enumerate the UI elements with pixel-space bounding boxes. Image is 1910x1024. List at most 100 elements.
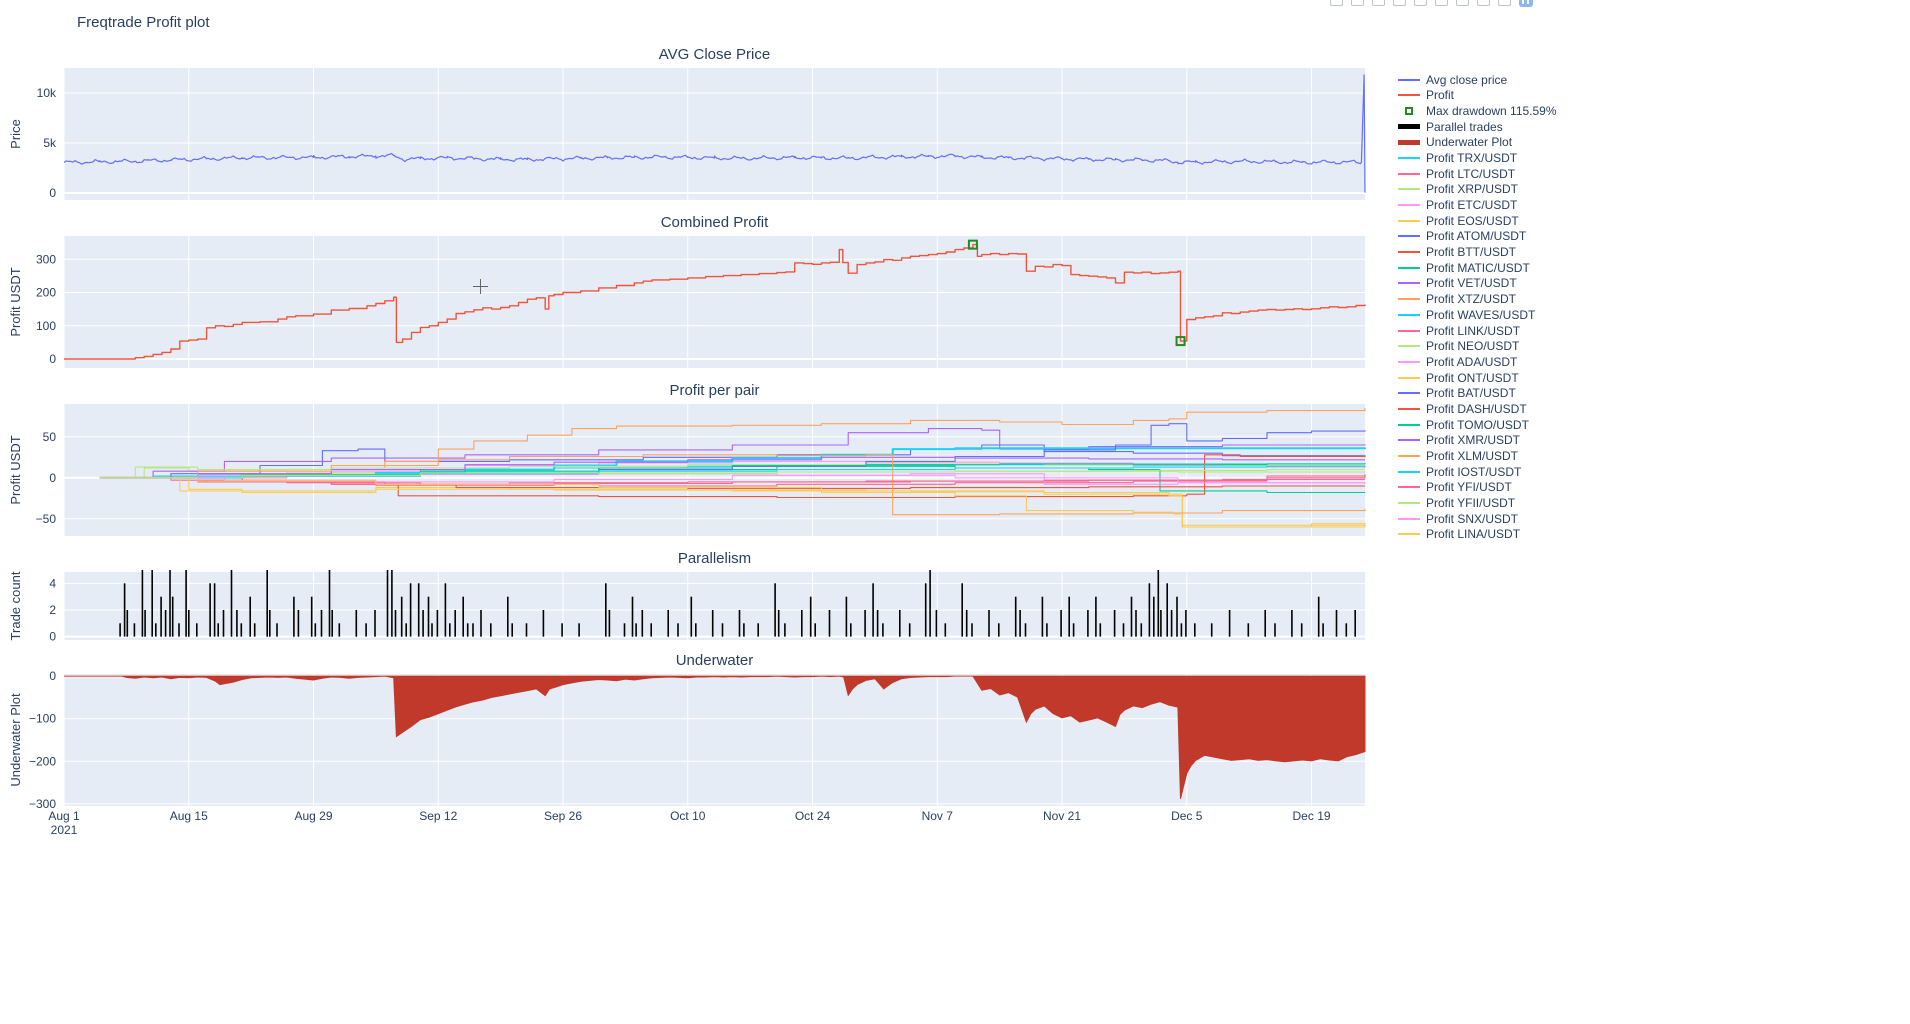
trade-count-bar[interactable]: [757, 623, 759, 637]
trade-count-bar[interactable]: [1148, 583, 1151, 637]
legend-item[interactable]: Profit IOST/USDT: [1398, 465, 1578, 479]
legend-item[interactable]: Profit XMR/USDT: [1398, 433, 1578, 447]
legend-item[interactable]: Max drawdown 115.59%: [1398, 104, 1578, 118]
trade-count-bar[interactable]: [1264, 610, 1266, 637]
trade-count-bar[interactable]: [133, 623, 136, 637]
trade-count-bar[interactable]: [721, 623, 724, 637]
trade-count-bar[interactable]: [935, 610, 938, 637]
trade-count-bar[interactable]: [472, 623, 474, 637]
legend-item[interactable]: Profit ATOM/USDT: [1398, 229, 1578, 243]
trade-count-bar[interactable]: [961, 583, 963, 637]
trade-count-bar[interactable]: [178, 623, 180, 637]
trade-count-bar[interactable]: [738, 610, 741, 637]
trade-count-bar[interactable]: [882, 623, 884, 637]
legend-item[interactable]: Profit YFII/USDT: [1398, 496, 1578, 510]
modebar-button-camera-icon[interactable]: [1330, 0, 1343, 6]
subplot-combined_profit[interactable]: 0 100 200 300 Profit USDT Combined Profit: [8, 214, 1366, 368]
trade-count-bar[interactable]: [236, 610, 238, 637]
trade-count-bar[interactable]: [1095, 596, 1097, 637]
modebar-button-autoscale-icon[interactable]: [1477, 0, 1490, 6]
trade-count-bar[interactable]: [809, 596, 812, 637]
trade-count-bar[interactable]: [462, 596, 464, 637]
trade-count-bar[interactable]: [310, 596, 313, 637]
trade-count-bar[interactable]: [320, 610, 323, 637]
trade-count-bar[interactable]: [417, 583, 420, 637]
trade-count-bar[interactable]: [774, 583, 776, 637]
trade-count-bar[interactable]: [269, 610, 271, 637]
trade-count-bar[interactable]: [185, 570, 187, 637]
legend-item[interactable]: Profit TOMO/USDT: [1398, 418, 1578, 432]
trade-count-bar[interactable]: [1194, 623, 1196, 637]
trade-count-bar[interactable]: [631, 596, 634, 637]
trade-count-bar[interactable]: [1140, 623, 1143, 637]
trade-count-bar[interactable]: [1274, 623, 1276, 637]
legend-item[interactable]: Profit BAT/USDT: [1398, 386, 1578, 400]
modebar-button-reset-axes-icon[interactable]: [1498, 0, 1511, 6]
legend-item[interactable]: Profit YFI/USDT: [1398, 480, 1578, 494]
plot-background[interactable]: [64, 572, 1365, 640]
trade-count-bar[interactable]: [1087, 610, 1089, 637]
trade-count-bar[interactable]: [1024, 623, 1027, 637]
legend-item[interactable]: Avg close price: [1398, 73, 1578, 87]
trade-count-bar[interactable]: [1317, 596, 1320, 637]
trade-count-bar[interactable]: [1068, 596, 1070, 637]
plot-background[interactable]: [64, 68, 1365, 200]
trade-count-bar[interactable]: [164, 610, 167, 637]
subplot-avg_close_price[interactable]: 0 5k 10k Price AVG Close Price: [8, 46, 1366, 200]
modebar-button-zoom-icon[interactable]: [1351, 0, 1364, 6]
legend-item[interactable]: Profit LINK/USDT: [1398, 324, 1578, 338]
series-profit-ont-usdt[interactable]: [99, 477, 1366, 528]
trade-count-bar[interactable]: [1160, 610, 1162, 637]
trade-count-bar[interactable]: [635, 623, 637, 637]
legend-item[interactable]: Profit ONT/USDT: [1398, 371, 1578, 385]
trade-count-bar[interactable]: [436, 610, 439, 637]
trade-count-bar[interactable]: [196, 623, 198, 637]
legend-item[interactable]: Profit SNX/USDT: [1398, 512, 1578, 526]
legend-item[interactable]: Profit ADA/USDT: [1398, 355, 1578, 369]
trade-count-bar[interactable]: [1019, 610, 1021, 637]
trade-count-bar[interactable]: [929, 570, 931, 637]
trade-count-bar[interactable]: [391, 570, 393, 637]
trade-count-bar[interactable]: [394, 610, 397, 637]
trade-count-bar[interactable]: [1135, 610, 1137, 637]
trade-count-bar[interactable]: [331, 610, 333, 637]
trade-count-bar[interactable]: [151, 570, 153, 637]
trade-count-bar[interactable]: [374, 610, 376, 637]
trade-count-bar[interactable]: [1335, 610, 1338, 637]
legend-item[interactable]: Profit TRX/USDT: [1398, 151, 1578, 165]
trade-count-bar[interactable]: [155, 623, 157, 637]
trade-count-bar[interactable]: [119, 623, 121, 637]
trade-count-bar[interactable]: [409, 583, 412, 637]
subplot-parallelism[interactable]: 0 2 4 Trade count Parallelism: [8, 550, 1365, 644]
trade-count-bar[interactable]: [230, 570, 233, 637]
trade-count-bar[interactable]: [293, 596, 295, 637]
trade-count-bar[interactable]: [650, 623, 652, 637]
trade-count-bar[interactable]: [845, 596, 848, 637]
trade-count-bar[interactable]: [1228, 610, 1231, 637]
trade-count-bar[interactable]: [400, 596, 403, 637]
legend-item[interactable]: Profit DASH/USDT: [1398, 402, 1578, 416]
trade-count-bar[interactable]: [454, 610, 456, 637]
legend-item[interactable]: Profit EOS/USDT: [1398, 214, 1578, 228]
trade-count-bar[interactable]: [171, 596, 174, 637]
trade-count-bar[interactable]: [444, 583, 447, 637]
trade-count-bar[interactable]: [1291, 610, 1293, 637]
modebar-button-lasso-select-icon[interactable]: [1414, 0, 1427, 6]
trade-count-bar[interactable]: [677, 623, 679, 637]
modebar-button-zoom-in-icon[interactable]: [1435, 0, 1448, 6]
legend-item[interactable]: Profit ETC/USDT: [1398, 198, 1578, 212]
trade-count-bar[interactable]: [466, 623, 469, 637]
legend-item[interactable]: Profit VET/USDT: [1398, 276, 1578, 290]
legend-item[interactable]: Profit WAVES/USDT: [1398, 308, 1578, 322]
trade-count-bar[interactable]: [213, 583, 216, 637]
trade-count-bar[interactable]: [160, 596, 162, 637]
series-profit-xlm-usdt[interactable]: [99, 454, 1366, 516]
trade-count-bar[interactable]: [365, 623, 367, 637]
trade-count-bar[interactable]: [449, 623, 451, 637]
trade-count-bar[interactable]: [188, 610, 190, 637]
trade-count-bar[interactable]: [690, 596, 693, 637]
trade-count-bar[interactable]: [605, 583, 607, 637]
trade-count-bar[interactable]: [338, 623, 341, 637]
plot-background[interactable]: [64, 236, 1365, 368]
